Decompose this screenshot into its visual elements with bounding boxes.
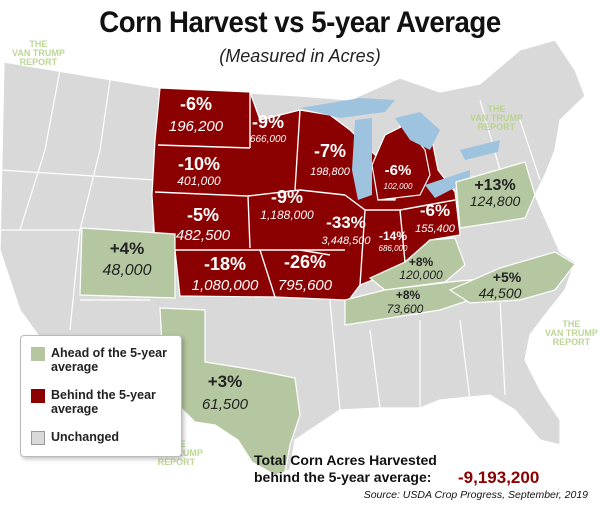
legend-label-behind: Behind the 5-year average [51, 388, 156, 416]
label-acres-pennsylvania: 124,800 [470, 193, 521, 209]
label-acres-colorado: 48,000 [103, 262, 152, 279]
source-note: Source: USDA Crop Progress, September, 2… [363, 489, 588, 501]
label-pct-nebraska: -5% [187, 205, 219, 225]
legend-label-unchanged: Unchanged [51, 430, 120, 444]
label-acres-kansas: 1,080,000 [192, 277, 259, 294]
legend-item-unchanged: Unchanged [31, 430, 176, 445]
map-title: Corn Harvest vs 5-year Average [99, 6, 501, 39]
label-acres-ohio: 155,400 [415, 223, 456, 235]
label-acres-texas: 61,500 [202, 396, 249, 413]
label-pct-south-dakota: -10% [178, 154, 220, 174]
label-acres-north-carolina: 44,500 [479, 285, 522, 301]
label-acres-iowa: 1,188,000 [260, 208, 314, 222]
label-acres-illinois: 3,448,500 [322, 235, 372, 247]
map-subtitle: (Measured in Acres) [219, 46, 381, 66]
label-acres-north-dakota: 196,200 [169, 118, 224, 135]
label-pct-pennsylvania: +13% [474, 177, 515, 194]
legend-label-ahead: Ahead of the 5-year average [51, 346, 168, 374]
label-pct-missouri: -26% [284, 252, 326, 272]
label-pct-minnesota: -9% [252, 112, 284, 132]
label-pct-north-carolina: +5% [493, 269, 522, 285]
legend-swatch-unchanged [31, 431, 45, 445]
region-labels: -6% 196,200 -9% 666,000 -7% 198,800 -6% … [103, 94, 522, 413]
region-north-carolina [448, 251, 576, 304]
label-pct-indiana: -14% [379, 229, 407, 243]
legend-swatch-behind [31, 389, 45, 403]
region-colorado [79, 227, 176, 299]
label-acres-south-dakota: 401,000 [177, 174, 221, 188]
label-pct-iowa: -9% [271, 187, 303, 207]
region-behind-midwest [151, 87, 461, 307]
region-pennsylvania [455, 161, 536, 229]
label-acres-michigan: 102,000 [384, 182, 413, 191]
total-line-2: behind the 5-year average: [254, 469, 432, 485]
label-pct-kansas: -18% [204, 254, 246, 274]
label-pct-illinois: -33% [326, 213, 366, 232]
midwest-borders [154, 92, 456, 298]
label-acres-kentucky: 120,000 [399, 268, 443, 282]
label-pct-colorado: +4% [110, 239, 145, 258]
total-summary: Total Corn Acres Harvested behind the 5-… [254, 452, 437, 486]
label-acres-indiana: 686,000 [379, 244, 408, 253]
label-pct-michigan: -6% [385, 162, 412, 179]
total-line-1: Total Corn Acres Harvested [254, 452, 437, 468]
label-acres-minnesota: 666,000 [250, 134, 287, 145]
label-pct-ohio: -6% [420, 201, 450, 220]
label-acres-missouri: 795,600 [278, 277, 333, 294]
label-acres-tennessee: 73,600 [387, 302, 424, 316]
legend-item-ahead: Ahead of the 5-year average [31, 346, 176, 374]
legend-swatch-ahead [31, 347, 45, 361]
label-pct-wisconsin: -7% [314, 141, 346, 161]
label-acres-nebraska: 482,500 [176, 227, 231, 244]
region-texas [159, 307, 301, 476]
total-value: -9,193,200 [458, 468, 540, 487]
legend-item-behind: Behind the 5-year average [31, 388, 176, 416]
label-acres-wisconsin: 198,800 [310, 166, 351, 178]
label-pct-kentucky: +8% [409, 255, 434, 269]
label-pct-texas: +3% [208, 372, 243, 391]
map-legend: Ahead of the 5-year average Behind the 5… [20, 335, 182, 457]
great-lakes [300, 98, 500, 200]
label-pct-tennessee: +8% [396, 288, 421, 302]
label-pct-north-dakota: -6% [180, 94, 212, 114]
